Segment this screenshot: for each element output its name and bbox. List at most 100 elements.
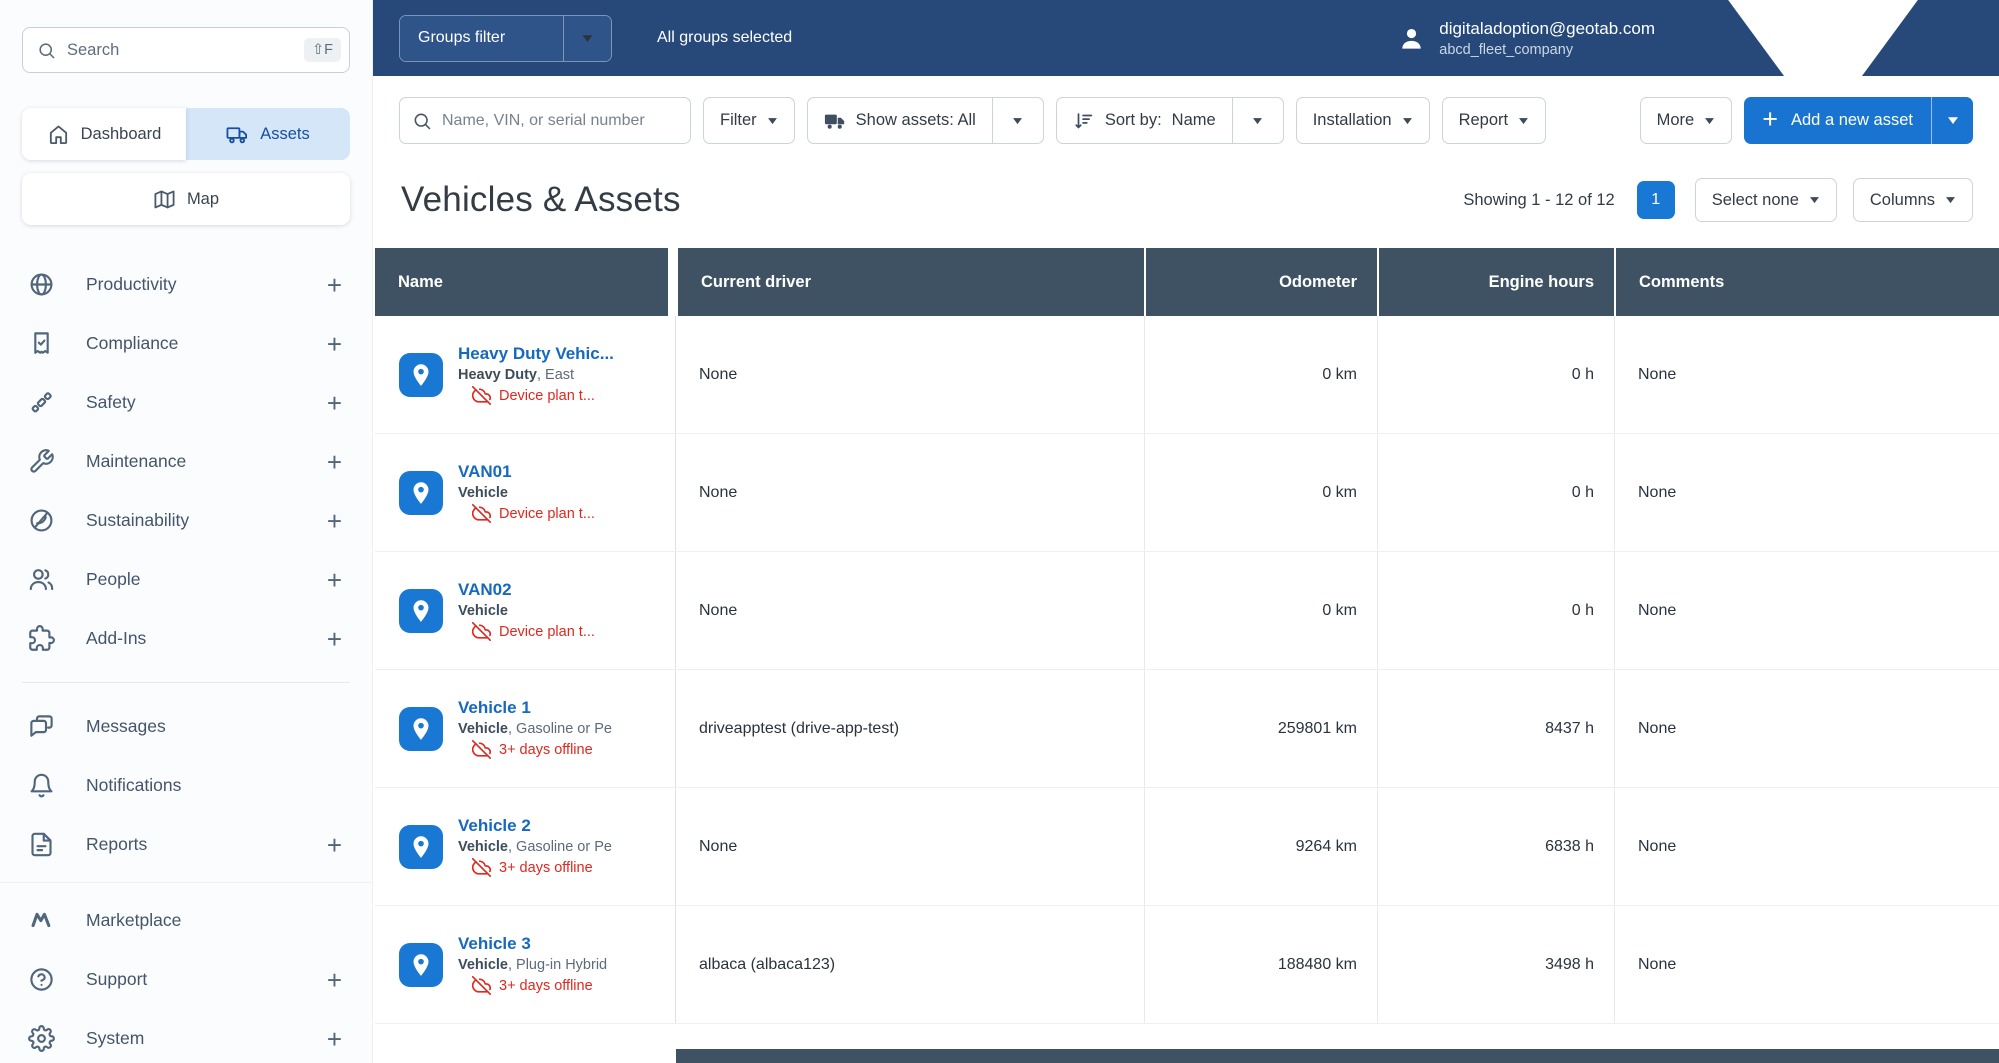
show-assets-caret[interactable] xyxy=(991,98,1043,143)
sort-by-value: Name xyxy=(1171,111,1216,129)
page-header: Vehicles & Assets Showing 1 - 12 of 12 1… xyxy=(373,144,1999,222)
expand-plus-icon[interactable]: + xyxy=(326,964,342,995)
sidebar-divider xyxy=(22,682,350,683)
sidebar-item-maintenance[interactable]: Maintenance + xyxy=(0,432,372,491)
asset-name-link[interactable]: Heavy Duty Vehic... xyxy=(458,344,614,363)
page-title: Vehicles & Assets xyxy=(401,180,681,219)
globe-icon xyxy=(28,271,55,298)
sidebar-item-add-ins[interactable]: Add-Ins + xyxy=(0,609,372,668)
sidebar-item-support[interactable]: Support + xyxy=(0,950,372,1009)
expand-plus-icon[interactable]: + xyxy=(326,564,342,595)
map-button[interactable]: Map xyxy=(22,173,350,225)
sidebar-item-sustainability[interactable]: Sustainability + xyxy=(0,491,372,550)
filter-button[interactable]: Filter xyxy=(703,97,795,144)
table-row[interactable]: Heavy Duty Vehic... Heavy Duty, East Dev… xyxy=(375,316,1999,434)
expand-plus-icon[interactable]: + xyxy=(326,829,342,860)
groups-filter-button[interactable]: Groups filter xyxy=(399,14,612,62)
sidebar-item-messages[interactable]: Messages xyxy=(0,697,372,756)
expand-plus-icon[interactable]: + xyxy=(326,328,342,359)
sidebar-search-input[interactable] xyxy=(67,40,304,60)
columns-button[interactable]: Columns xyxy=(1852,178,1973,222)
asset-name-link[interactable]: Vehicle 1 xyxy=(458,698,531,717)
asset-name-link[interactable]: Vehicle 2 xyxy=(458,816,531,835)
chevron-down-icon xyxy=(1012,117,1023,125)
table-row[interactable]: Vehicle 2 Vehicle, Gasoline or Pe 3+ day… xyxy=(375,788,1999,906)
sidebar-item-compliance[interactable]: Compliance + xyxy=(0,314,372,373)
asset-status: 3+ days offline xyxy=(458,858,612,877)
odometer-cell: 0 km xyxy=(1144,316,1377,433)
table-row[interactable]: VAN02 Vehicle Device plan t... None 0 km… xyxy=(375,552,1999,670)
column-header-driver[interactable]: Current driver xyxy=(676,248,1144,316)
column-header-name[interactable]: Name xyxy=(375,248,668,316)
groups-filter-caret[interactable] xyxy=(563,15,611,61)
table-row[interactable]: Vehicle 3 Vehicle, Plug-in Hybrid 3+ day… xyxy=(375,906,1999,1024)
sidebar-search[interactable]: ⇧F xyxy=(22,27,350,73)
sidebar-nav-tertiary: Marketplace Support + System + xyxy=(0,891,372,1063)
sort-by-caret[interactable] xyxy=(1231,98,1283,143)
more-button[interactable]: More xyxy=(1639,97,1733,144)
expand-plus-icon[interactable]: + xyxy=(326,387,342,418)
cloud-off-icon xyxy=(472,858,491,877)
select-none-label: Select none xyxy=(1711,190,1799,209)
comments-cell: None xyxy=(1614,906,1999,1023)
expand-plus-icon[interactable]: + xyxy=(326,1023,342,1054)
current-driver-cell: driveapptest (drive-app-test) xyxy=(699,719,900,737)
add-asset-label: Add a new asset xyxy=(1791,111,1913,129)
asset-name-link[interactable]: Vehicle 3 xyxy=(458,934,531,953)
chevron-down-icon xyxy=(1809,196,1820,204)
search-icon xyxy=(37,41,56,60)
sort-by-button[interactable]: Sort by: Name xyxy=(1055,97,1284,144)
installation-button[interactable]: Installation xyxy=(1295,97,1430,144)
column-header-comments[interactable]: Comments xyxy=(1614,248,1999,316)
expand-plus-icon[interactable]: + xyxy=(326,269,342,300)
expand-plus-icon[interactable]: + xyxy=(326,505,342,536)
show-assets-label: Show assets: All xyxy=(855,111,976,129)
add-asset-button[interactable]: + Add a new asset xyxy=(1744,97,1973,144)
show-assets-button[interactable]: Show assets: All xyxy=(806,97,1044,144)
sidebar-item-marketplace[interactable]: Marketplace xyxy=(0,891,372,950)
table-row[interactable]: Vehicle 1 Vehicle, Gasoline or Pe 3+ day… xyxy=(375,670,1999,788)
dashboard-button[interactable]: Dashboard xyxy=(22,108,186,160)
sidebar-item-reports[interactable]: Reports + xyxy=(0,815,372,874)
view-switcher: Dashboard Assets xyxy=(22,108,350,160)
sidebar-item-productivity[interactable]: Productivity + xyxy=(0,255,372,314)
add-asset-caret[interactable] xyxy=(1931,97,1973,144)
map-label: Map xyxy=(186,189,220,208)
sidebar-item-safety[interactable]: Safety + xyxy=(0,373,372,432)
groups-filter-label[interactable]: Groups filter xyxy=(400,15,563,61)
sidebar-item-system[interactable]: System + xyxy=(0,1009,372,1063)
page-1-button[interactable]: 1 xyxy=(1636,181,1675,219)
truck-icon xyxy=(226,123,249,146)
expand-plus-icon[interactable]: + xyxy=(326,446,342,477)
sort-by-main[interactable]: Sort by: Name xyxy=(1057,98,1232,143)
column-header-odometer[interactable]: Odometer xyxy=(1144,248,1377,316)
current-driver-cell: albaca (albaca123) xyxy=(699,955,836,973)
home-icon xyxy=(47,123,70,146)
column-header-engine-hours[interactable]: Engine hours xyxy=(1377,248,1614,316)
sidebar-item-people[interactable]: People + xyxy=(0,550,372,609)
columns-label: Columns xyxy=(1869,190,1935,209)
assets-button[interactable]: Assets xyxy=(186,108,350,160)
sidebar-item-notifications[interactable]: Notifications xyxy=(0,756,372,815)
select-none-button[interactable]: Select none xyxy=(1694,178,1837,222)
add-asset-main[interactable]: + Add a new asset xyxy=(1744,97,1931,144)
show-assets-main[interactable]: Show assets: All xyxy=(808,98,992,143)
main-area: Groups filter All groups selected digita… xyxy=(373,0,1999,1063)
odometer-cell: 259801 km xyxy=(1144,670,1377,787)
certificate-icon xyxy=(28,330,55,357)
asset-search-input[interactable] xyxy=(442,111,678,130)
table-row[interactable]: VAN01 Vehicle Device plan t... None 0 km… xyxy=(375,434,1999,552)
chevron-down-icon xyxy=(1945,196,1956,204)
expand-plus-icon[interactable]: + xyxy=(326,623,342,654)
report-button[interactable]: Report xyxy=(1441,97,1547,144)
asset-name-link[interactable]: VAN01 xyxy=(458,462,512,481)
horizontal-scrollbar[interactable] xyxy=(676,1049,1999,1063)
user-menu[interactable]: digitaladoption@geotab.com abcd_fleet_co… xyxy=(1398,0,1973,154)
asset-type: Vehicle, Gasoline or Pe xyxy=(458,839,612,855)
asset-name-link[interactable]: VAN02 xyxy=(458,580,512,599)
asset-search[interactable] xyxy=(399,97,691,144)
comments-cell: None xyxy=(1614,670,1999,787)
location-pin-icon xyxy=(399,470,443,515)
dashboard-label: Dashboard xyxy=(80,124,162,143)
